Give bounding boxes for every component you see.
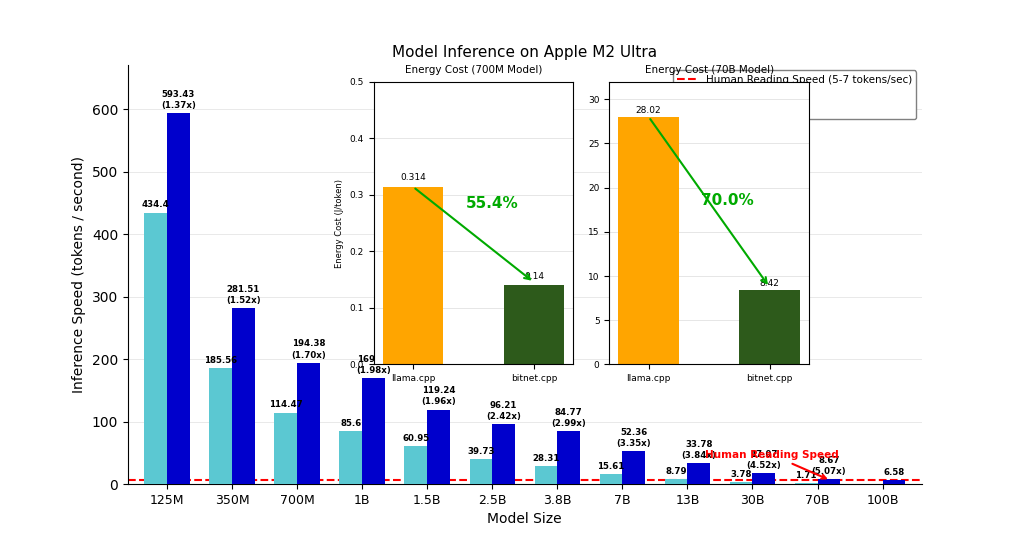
Text: 0.314: 0.314 bbox=[400, 174, 426, 182]
Y-axis label: Inference Speed (tokens / second): Inference Speed (tokens / second) bbox=[73, 156, 86, 393]
Bar bbox=[600, 474, 623, 484]
X-axis label: Model Size: Model Size bbox=[487, 512, 562, 527]
Text: 114.47: 114.47 bbox=[269, 400, 303, 410]
Text: 169.45
(1.98x): 169.45 (1.98x) bbox=[356, 355, 391, 375]
Bar bbox=[383, 187, 443, 364]
Bar bbox=[753, 473, 775, 484]
Text: 55.4%: 55.4% bbox=[465, 196, 518, 211]
Bar bbox=[427, 410, 450, 484]
Bar bbox=[493, 424, 515, 484]
Text: 84.77
(2.99x): 84.77 (2.99x) bbox=[551, 408, 586, 428]
Text: 119.24
(1.96x): 119.24 (1.96x) bbox=[421, 386, 456, 406]
Text: 8.79: 8.79 bbox=[666, 467, 687, 475]
Bar bbox=[665, 479, 687, 484]
Text: 17.07
(4.52x): 17.07 (4.52x) bbox=[746, 450, 781, 471]
Bar bbox=[339, 431, 362, 484]
Text: 593.43
(1.37x): 593.43 (1.37x) bbox=[161, 90, 196, 110]
Text: 434.4: 434.4 bbox=[141, 200, 170, 209]
Bar bbox=[144, 213, 167, 484]
Text: 28.31: 28.31 bbox=[532, 454, 560, 463]
Bar bbox=[209, 368, 232, 484]
Text: 60.95: 60.95 bbox=[402, 434, 429, 443]
Bar bbox=[470, 459, 493, 484]
Bar bbox=[232, 308, 255, 484]
Text: 281.51
(1.52x): 281.51 (1.52x) bbox=[226, 285, 261, 305]
Bar bbox=[618, 117, 679, 364]
Title: Energy Cost (700M Model): Energy Cost (700M Model) bbox=[404, 65, 543, 75]
Bar bbox=[274, 412, 297, 484]
Text: 85.6: 85.6 bbox=[340, 418, 361, 428]
Text: 28.02: 28.02 bbox=[636, 106, 662, 115]
Text: 96.21
(2.42x): 96.21 (2.42x) bbox=[486, 401, 521, 421]
Bar bbox=[730, 482, 753, 484]
Text: 0.14: 0.14 bbox=[524, 272, 544, 281]
Bar bbox=[557, 431, 580, 484]
Text: 194.38
(1.70x): 194.38 (1.70x) bbox=[291, 339, 326, 360]
Title: Model Inference on Apple M2 Ultra: Model Inference on Apple M2 Ultra bbox=[392, 45, 657, 60]
Y-axis label: Energy Cost (J/token): Energy Cost (J/token) bbox=[335, 178, 344, 268]
Text: 15.61: 15.61 bbox=[597, 462, 625, 471]
Text: 8.42: 8.42 bbox=[760, 279, 779, 288]
Text: 70.0%: 70.0% bbox=[700, 194, 754, 208]
Bar bbox=[297, 363, 319, 484]
Legend: Human Reading Speed (5-7 tokens/sec), llama.cpp, bitnet.cpp (ternary): Human Reading Speed (5-7 tokens/sec), ll… bbox=[673, 71, 916, 119]
Bar bbox=[687, 463, 711, 484]
Bar bbox=[795, 483, 817, 484]
Bar bbox=[362, 378, 385, 484]
Bar bbox=[167, 113, 189, 484]
Bar bbox=[504, 285, 564, 364]
Text: 8.67
(5.07x): 8.67 (5.07x) bbox=[812, 455, 846, 475]
Text: 1.71: 1.71 bbox=[796, 471, 817, 480]
Bar bbox=[535, 466, 557, 484]
Bar bbox=[817, 479, 841, 484]
Text: 3.78: 3.78 bbox=[730, 469, 752, 479]
Text: 52.36
(3.35x): 52.36 (3.35x) bbox=[616, 428, 651, 448]
Text: 39.73: 39.73 bbox=[467, 447, 495, 456]
Bar bbox=[739, 290, 800, 364]
Bar bbox=[623, 452, 645, 484]
Text: 185.56: 185.56 bbox=[204, 356, 238, 365]
Text: 6.58: 6.58 bbox=[884, 468, 904, 477]
Bar bbox=[883, 480, 905, 484]
Text: Human Reading Speed: Human Reading Speed bbox=[706, 450, 839, 479]
Bar bbox=[404, 446, 427, 484]
Text: 33.78
(3.84x): 33.78 (3.84x) bbox=[681, 440, 716, 460]
Title: Energy Cost (70B Model): Energy Cost (70B Model) bbox=[644, 65, 774, 75]
